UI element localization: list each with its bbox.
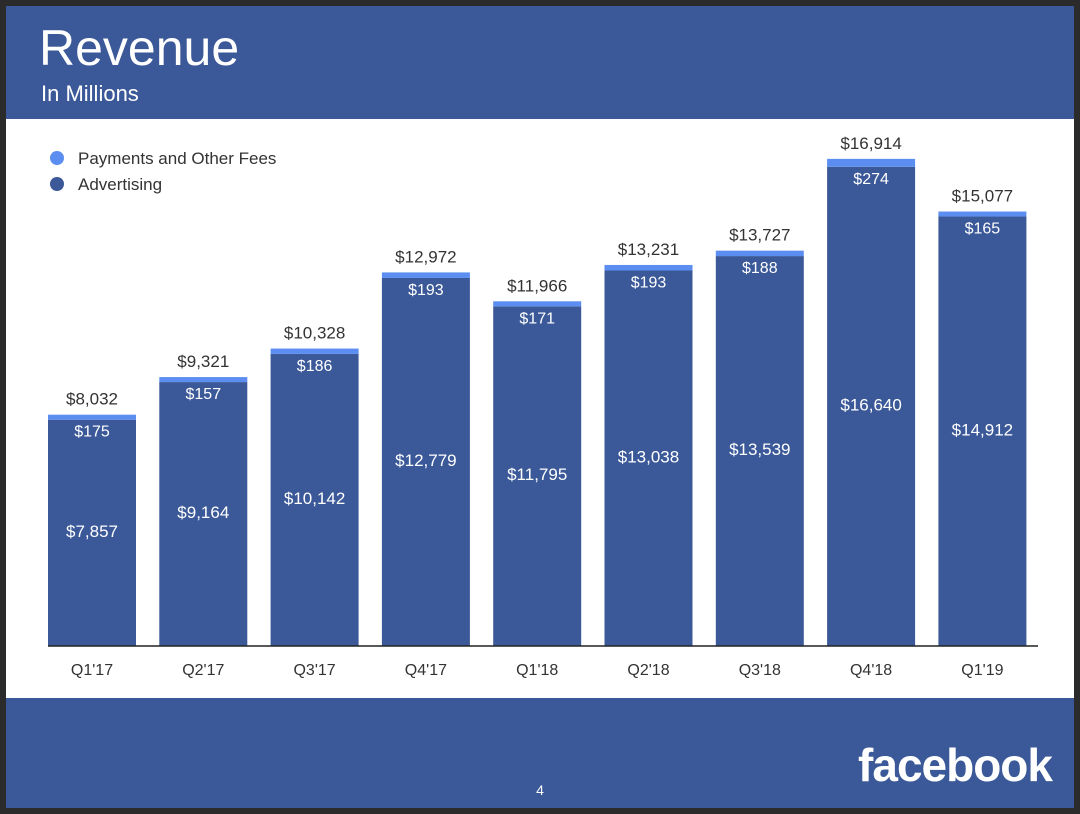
bar-payments bbox=[493, 301, 582, 307]
x-tick-label: Q2'17 bbox=[182, 662, 224, 679]
advertising-value-label: $9,164 bbox=[177, 503, 229, 522]
x-tick-label: Q2'18 bbox=[627, 662, 669, 679]
bar-advertising bbox=[604, 270, 693, 646]
x-tick-label: Q1'17 bbox=[71, 662, 113, 679]
legend-marker bbox=[50, 151, 64, 165]
payments-value-label: $165 bbox=[965, 221, 1001, 238]
bar-advertising bbox=[493, 306, 582, 646]
x-tick-label: Q3'18 bbox=[739, 662, 781, 679]
bar-payments bbox=[381, 272, 470, 278]
facebook-logo: facebook bbox=[858, 739, 1053, 791]
bar-advertising bbox=[270, 353, 359, 646]
advertising-value-label: $13,539 bbox=[729, 440, 790, 459]
chart-panel: $175 $7,857 $8,032 Q1'17 $157 $9,164 $9,321 Q2'… bbox=[6, 119, 1074, 698]
payments-value-label: $175 bbox=[74, 424, 110, 441]
x-tick-label: Q1'19 bbox=[961, 662, 1003, 679]
legend-label: Payments and Other Fees bbox=[78, 149, 276, 168]
advertising-value-label: $13,038 bbox=[618, 447, 679, 466]
total-value-label: $10,328 bbox=[284, 324, 345, 343]
payments-value-label: $157 bbox=[186, 386, 222, 403]
advertising-value-label: $14,912 bbox=[952, 420, 1013, 439]
total-value-label: $11,966 bbox=[507, 276, 567, 295]
bar-payments bbox=[938, 211, 1027, 217]
total-value-label: $9,321 bbox=[177, 352, 229, 371]
bar-payments bbox=[270, 348, 359, 354]
payments-value-label: $188 bbox=[742, 260, 778, 277]
advertising-value-label: $7,857 bbox=[66, 522, 118, 541]
payments-value-label: $171 bbox=[519, 310, 555, 327]
legend-marker bbox=[50, 177, 64, 191]
bar-advertising bbox=[48, 419, 136, 646]
payments-value-label: $274 bbox=[853, 171, 889, 188]
x-tick-label: Q1'18 bbox=[516, 662, 558, 679]
total-value-label: $12,972 bbox=[395, 247, 456, 266]
bar-payments bbox=[604, 264, 693, 271]
bar-advertising bbox=[938, 216, 1027, 646]
x-tick-label: Q4'18 bbox=[850, 662, 892, 679]
page-number: 4 bbox=[536, 782, 544, 798]
slide: Revenue In Millions $175 $7,857 $8,032 Q1'1… bbox=[6, 6, 1074, 808]
total-value-label: $16,914 bbox=[840, 134, 901, 153]
payments-value-label: $193 bbox=[631, 275, 667, 292]
payments-value-label: $186 bbox=[297, 358, 333, 375]
bar-advertising bbox=[715, 256, 804, 646]
page-subtitle: In Millions bbox=[41, 81, 139, 106]
advertising-value-label: $16,640 bbox=[840, 395, 901, 414]
total-value-label: $13,231 bbox=[618, 240, 679, 259]
bar-payments bbox=[715, 250, 804, 257]
bar-advertising bbox=[381, 277, 470, 646]
total-value-label: $15,077 bbox=[952, 187, 1013, 206]
total-value-label: $8,032 bbox=[66, 390, 118, 409]
advertising-value-label: $11,795 bbox=[507, 465, 567, 484]
payments-value-label: $193 bbox=[408, 282, 444, 299]
advertising-value-label: $12,779 bbox=[395, 451, 456, 470]
bar-payments bbox=[827, 158, 916, 167]
x-tick-label: Q3'17 bbox=[293, 662, 335, 679]
legend-label: Advertising bbox=[78, 175, 162, 194]
total-value-label: $13,727 bbox=[729, 226, 790, 245]
bar-payments bbox=[159, 377, 248, 383]
bar-payments bbox=[48, 414, 136, 420]
page-title: Revenue bbox=[39, 20, 240, 76]
footer: 4 facebook bbox=[6, 698, 1074, 808]
x-tick-label: Q4'17 bbox=[405, 662, 447, 679]
revenue-chart: $175 $7,857 $8,032 Q1'17 $157 $9,164 $9,321 Q2'… bbox=[48, 134, 1038, 679]
header: Revenue In Millions bbox=[6, 6, 1074, 118]
advertising-value-label: $10,142 bbox=[284, 489, 345, 508]
bar-advertising bbox=[159, 382, 248, 646]
bar-advertising bbox=[827, 166, 916, 646]
